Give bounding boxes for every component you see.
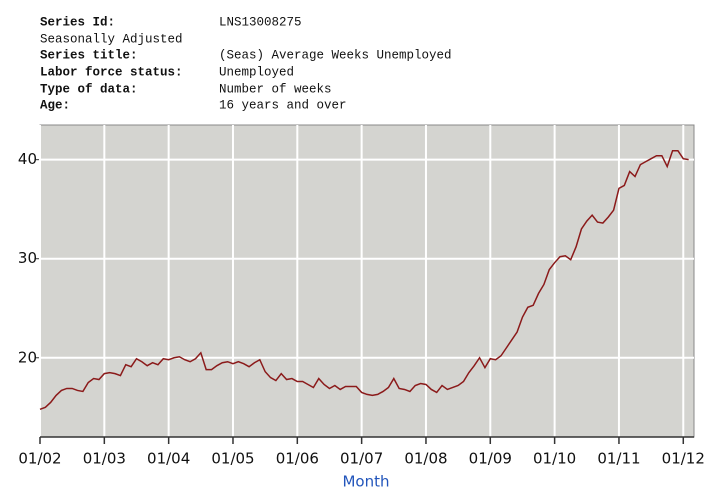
y-tick-label: 20 [18, 348, 37, 366]
series-header: Series Id: LNS13008275 Seasonally Adjusted… [40, 15, 452, 112]
y-tick-label: 40 [18, 150, 37, 168]
header-value: (Seas) Average Weeks Unemployed [219, 48, 452, 62]
header-key: Series title: [40, 48, 138, 62]
x-tick-label: 01/11 [597, 450, 640, 468]
header-key: Labor force status: [40, 65, 183, 79]
x-tick-label: 01/12 [662, 450, 705, 468]
x-tick-label: 01/07 [340, 450, 383, 468]
x-tick-label: 01/10 [533, 450, 576, 468]
header-key: Series Id: [40, 15, 115, 29]
header-value: Number of weeks [219, 82, 332, 96]
plot-area: 20 30 40 01/02 01/03 01/04 01/05 01/06 01/07 01/0… [18, 124, 705, 468]
header-value: Unemployed [219, 65, 294, 79]
header-key: Age: [40, 98, 70, 112]
plot-background [39, 124, 695, 438]
x-tick-label: 01/06 [276, 450, 319, 468]
x-tick-label: 01/08 [404, 450, 447, 468]
x-tick-label: 01/03 [83, 450, 126, 468]
x-tick-label: 01/04 [147, 450, 190, 468]
header-key: Seasonally Adjusted [40, 32, 183, 46]
header-key: Type of data: [40, 82, 138, 96]
x-tick-label: 01/09 [469, 450, 512, 468]
x-tick-label: 01/02 [18, 450, 61, 468]
x-axis-label: Month [342, 473, 389, 491]
x-tick-label: 01/05 [211, 450, 254, 468]
header-value: 16 years and over [219, 98, 347, 112]
data-line [39, 150, 689, 410]
header-value: LNS13008275 [219, 15, 302, 29]
y-tick-label: 30 [18, 249, 37, 267]
